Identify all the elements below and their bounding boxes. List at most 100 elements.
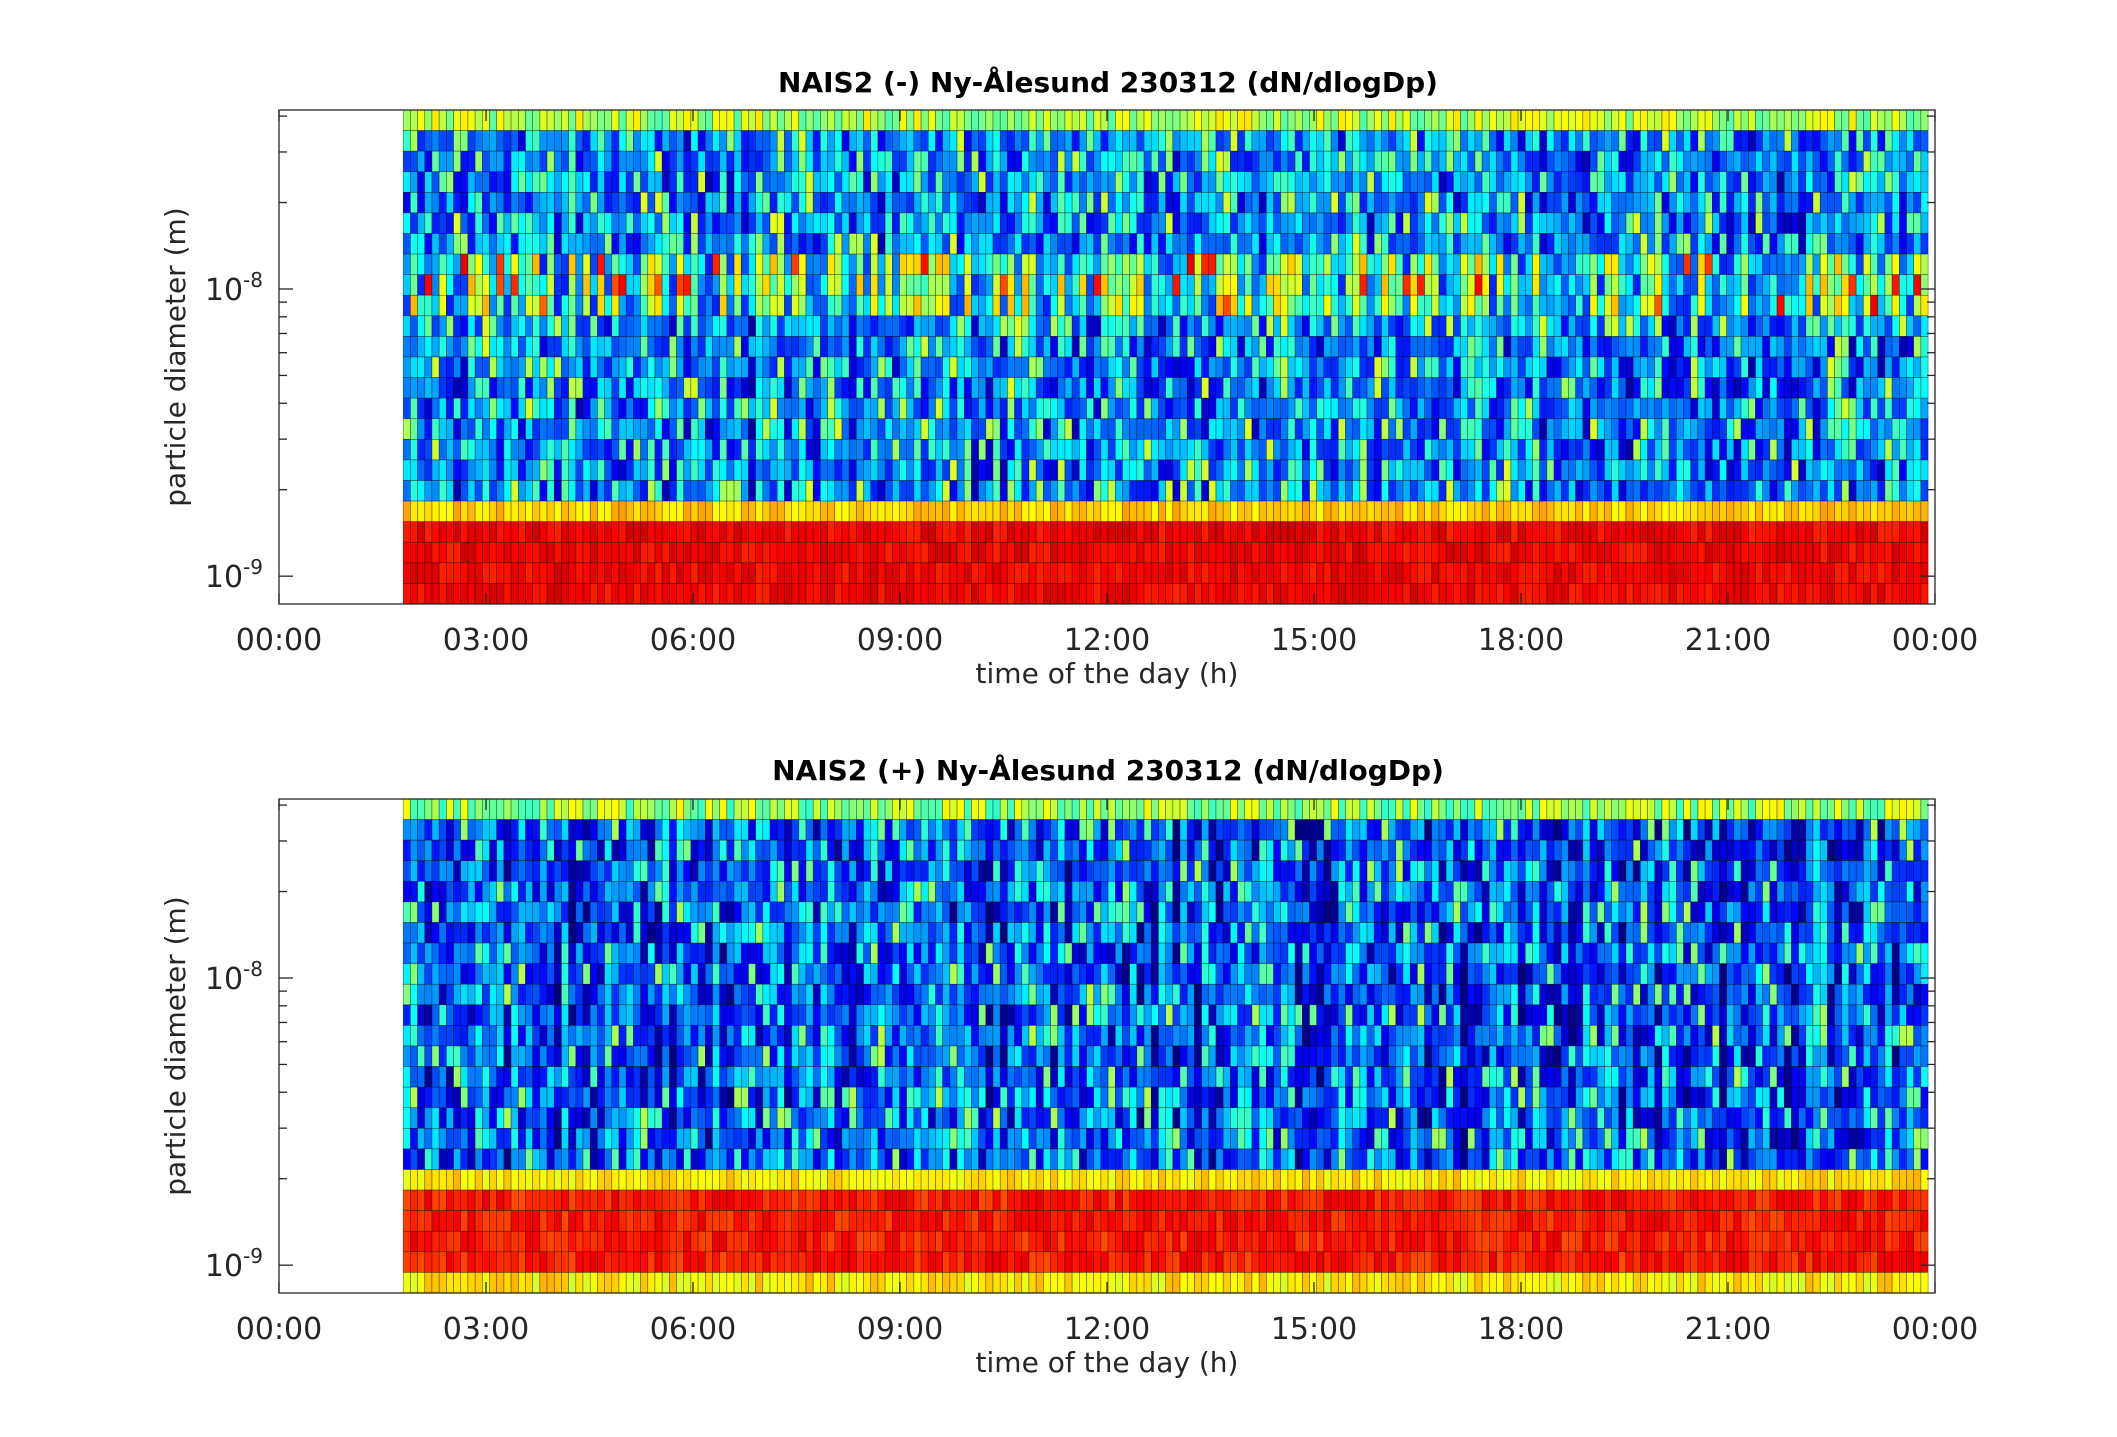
heatmap-cell [1424, 480, 1433, 502]
heatmap-cell [769, 130, 778, 152]
heatmap-cell [1525, 541, 1533, 564]
heatmap-cell [1805, 253, 1814, 275]
heatmap-cell [669, 212, 677, 234]
heatmap-cell [956, 500, 965, 522]
heatmap-cell [589, 315, 598, 337]
heatmap-cell [1424, 171, 1433, 193]
heatmap-cell [1532, 130, 1540, 152]
heatmap-cell [1747, 562, 1756, 584]
heatmap-cell [1244, 397, 1253, 420]
heatmap-cell [1625, 397, 1634, 420]
heatmap-cell [604, 274, 613, 296]
heatmap-cell [1747, 521, 1756, 543]
heatmap-cell [582, 192, 591, 214]
heatmap-cell [1553, 336, 1562, 358]
heatmap-cell [769, 521, 778, 543]
heatmap-cell [1676, 583, 1684, 605]
heatmap-cell [532, 212, 541, 234]
heatmap-cell [748, 336, 756, 358]
heatmap-cell [1704, 336, 1713, 358]
heatmap-cell [1093, 171, 1102, 193]
heatmap-cell [654, 315, 663, 337]
heatmap-cell [1460, 294, 1469, 317]
heatmap-cell [1510, 583, 1519, 605]
heatmap-cell [820, 150, 828, 173]
heatmap-cell [575, 253, 584, 275]
heatmap-cell [1381, 356, 1389, 378]
heatmap-cell [1251, 397, 1260, 420]
heatmap-cell [1179, 233, 1188, 255]
heatmap-cell [1676, 192, 1684, 214]
heatmap-cell [1079, 315, 1087, 337]
heatmap-cell [1337, 356, 1346, 378]
heatmap-cell [1409, 377, 1418, 399]
heatmap-cell [1007, 377, 1015, 399]
heatmap-cell [1222, 439, 1231, 461]
heatmap-cell [1719, 521, 1728, 543]
heatmap-cell [1747, 130, 1756, 152]
heatmap-cell [848, 521, 857, 543]
heatmap-cell [1467, 583, 1476, 605]
chart-title: NAIS2 (-) Ny-Ålesund 230312 (dN/dlogDp) [778, 65, 1438, 99]
heatmap-cell [1294, 336, 1303, 358]
heatmap-cell [1309, 233, 1318, 255]
heatmap-cell [402, 439, 411, 461]
heatmap-cell [927, 150, 936, 173]
heatmap-cell [1474, 377, 1483, 399]
heatmap-cell [546, 521, 555, 543]
heatmap-cell [1683, 109, 1692, 131]
heatmap-cell [1647, 315, 1656, 337]
heatmap-cell [1589, 356, 1598, 378]
heatmap-cell [776, 274, 785, 296]
heatmap-cell [1179, 315, 1188, 337]
heatmap-cell [1388, 521, 1397, 543]
heatmap-cell [690, 274, 699, 296]
heatmap-cell [553, 253, 562, 275]
heatmap-cell [1208, 541, 1217, 564]
heatmap-cell [1323, 418, 1332, 440]
heatmap-cell [690, 336, 699, 358]
heatmap-cell [1409, 171, 1418, 193]
heatmap-cell [690, 500, 699, 522]
heatmap-cell [1172, 356, 1181, 378]
heatmap-cell [1258, 253, 1267, 275]
heatmap-cell [1251, 171, 1260, 193]
heatmap-cell [1316, 418, 1325, 440]
heatmap-cell [1517, 500, 1526, 522]
heatmap-cell [1640, 233, 1648, 255]
heatmap-cell [1122, 377, 1130, 399]
heatmap-cell [935, 480, 943, 502]
heatmap-cell [1877, 294, 1886, 317]
heatmap-cell [438, 397, 447, 420]
heatmap-cell [812, 500, 821, 522]
heatmap-cell [1417, 500, 1425, 522]
heatmap-cell [424, 459, 433, 481]
heatmap-cell [410, 294, 418, 317]
heatmap-cell [1215, 294, 1224, 317]
heatmap-cell [1589, 336, 1598, 358]
heatmap-cell [1057, 439, 1066, 461]
heatmap-cell [1596, 397, 1605, 420]
heatmap-cell [1596, 336, 1605, 358]
heatmap-cell [1438, 233, 1447, 255]
heatmap-cell [1704, 130, 1713, 152]
heatmap-cell [640, 521, 649, 543]
heatmap-cell [834, 459, 843, 481]
heatmap-cell [503, 500, 512, 522]
heatmap-cell [532, 233, 541, 255]
heatmap-cell [1014, 294, 1023, 317]
heatmap-cell [1064, 583, 1073, 605]
heatmap-cell [1345, 171, 1353, 193]
heatmap-cell [1352, 562, 1361, 584]
heatmap-cell [1719, 109, 1728, 131]
heatmap-cell [532, 377, 541, 399]
heatmap-cell [1525, 356, 1533, 378]
heatmap-cell [597, 397, 605, 420]
heatmap-cell [1712, 315, 1720, 337]
heatmap-cell [892, 253, 900, 275]
heatmap-cell [525, 397, 533, 420]
heatmap-cell [1805, 439, 1814, 461]
heatmap-cell [733, 439, 742, 461]
heatmap-cell [417, 253, 426, 275]
heatmap-cell [1632, 459, 1641, 481]
